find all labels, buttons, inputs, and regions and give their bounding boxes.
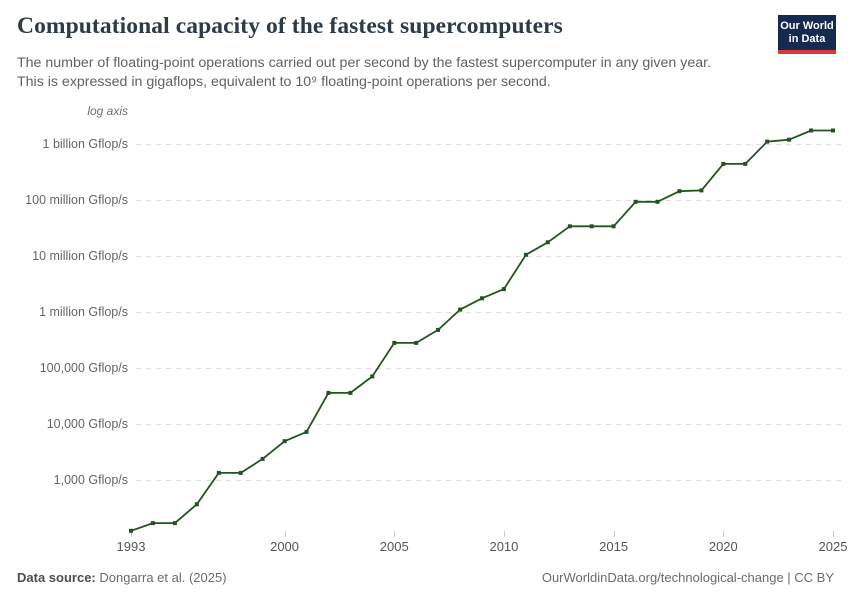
data-point[interactable]: [611, 224, 616, 229]
data-point[interactable]: [721, 161, 726, 166]
data-point[interactable]: [238, 470, 243, 475]
x-tick-label: 2020: [708, 539, 738, 554]
data-source-label: Data source:: [17, 570, 96, 585]
chart-subtitle: The number of floating-point operations …: [17, 54, 777, 92]
data-point[interactable]: [633, 199, 638, 204]
x-tick-label: 2005: [379, 539, 409, 554]
x-tick-label: 1993: [116, 539, 146, 554]
chart-subtitle-line2: This is expressed in gigaflops, equivale…: [17, 74, 551, 90]
owid-logo-line2: in Data: [788, 33, 826, 45]
data-point[interactable]: [480, 296, 484, 301]
data-point[interactable]: [392, 340, 397, 345]
data-point[interactable]: [809, 128, 814, 133]
owid-logo-accent-bar: [778, 50, 836, 54]
data-point[interactable]: [787, 137, 792, 142]
data-source-value: Dongarra et al. (2025): [99, 570, 227, 585]
data-point[interactable]: [545, 240, 550, 245]
data-point[interactable]: [699, 188, 704, 193]
data-point[interactable]: [129, 528, 133, 533]
x-tick-label: 2000: [270, 539, 300, 554]
data-point[interactable]: [304, 429, 309, 434]
y-tick-label: 100 million Gflop/s: [25, 193, 128, 207]
data-line: [130, 129, 834, 532]
owid-logo[interactable]: Our World in Data: [778, 15, 836, 54]
data-point[interactable]: [831, 128, 835, 133]
x-tick-label: 2025: [818, 539, 848, 554]
data-point[interactable]: [348, 390, 353, 395]
data-point[interactable]: [567, 224, 572, 229]
y-tick-label: 1,000 Gflop/s: [53, 473, 128, 487]
data-point[interactable]: [370, 374, 375, 379]
y-tick-label: 10 million Gflop/s: [32, 249, 128, 263]
data-point[interactable]: [743, 161, 748, 166]
log-axis-label: log axis: [87, 104, 128, 118]
data-point[interactable]: [150, 521, 155, 526]
data-point[interactable]: [282, 439, 287, 444]
data-point[interactable]: [414, 340, 419, 345]
y-tick-label: 1 billion Gflop/s: [42, 137, 128, 151]
data-point[interactable]: [523, 252, 528, 257]
y-tick-label: 1 million Gflop/s: [39, 305, 128, 319]
data-point[interactable]: [458, 307, 463, 312]
data-point[interactable]: [436, 327, 441, 332]
x-tick-label: 2015: [599, 539, 629, 554]
owid-logo-line1: Our World: [780, 20, 834, 32]
data-point[interactable]: [677, 189, 682, 194]
data-point[interactable]: [326, 390, 331, 395]
data-point[interactable]: [194, 502, 199, 507]
data-point[interactable]: [501, 287, 506, 292]
chart-title: Computational capacity of the fastest su…: [17, 13, 563, 39]
data-point[interactable]: [765, 139, 770, 144]
y-tick-label: 100,000 Gflop/s: [39, 361, 128, 375]
x-tick-label: 2010: [489, 539, 519, 554]
data-point[interactable]: [655, 199, 660, 204]
data-point[interactable]: [172, 521, 177, 526]
credit-link[interactable]: OurWorldinData.org/technological-change …: [541, 570, 834, 585]
y-tick-label: 10,000 Gflop/s: [46, 417, 128, 431]
owid-logo-text: Our World in Data: [778, 15, 836, 50]
data-point[interactable]: [589, 224, 594, 229]
data-point[interactable]: [260, 456, 265, 461]
data-point[interactable]: [216, 470, 221, 475]
data-source: Data source: Dongarra et al. (2025): [17, 570, 227, 585]
chart-subtitle-line1: The number of floating-point operations …: [17, 55, 712, 71]
